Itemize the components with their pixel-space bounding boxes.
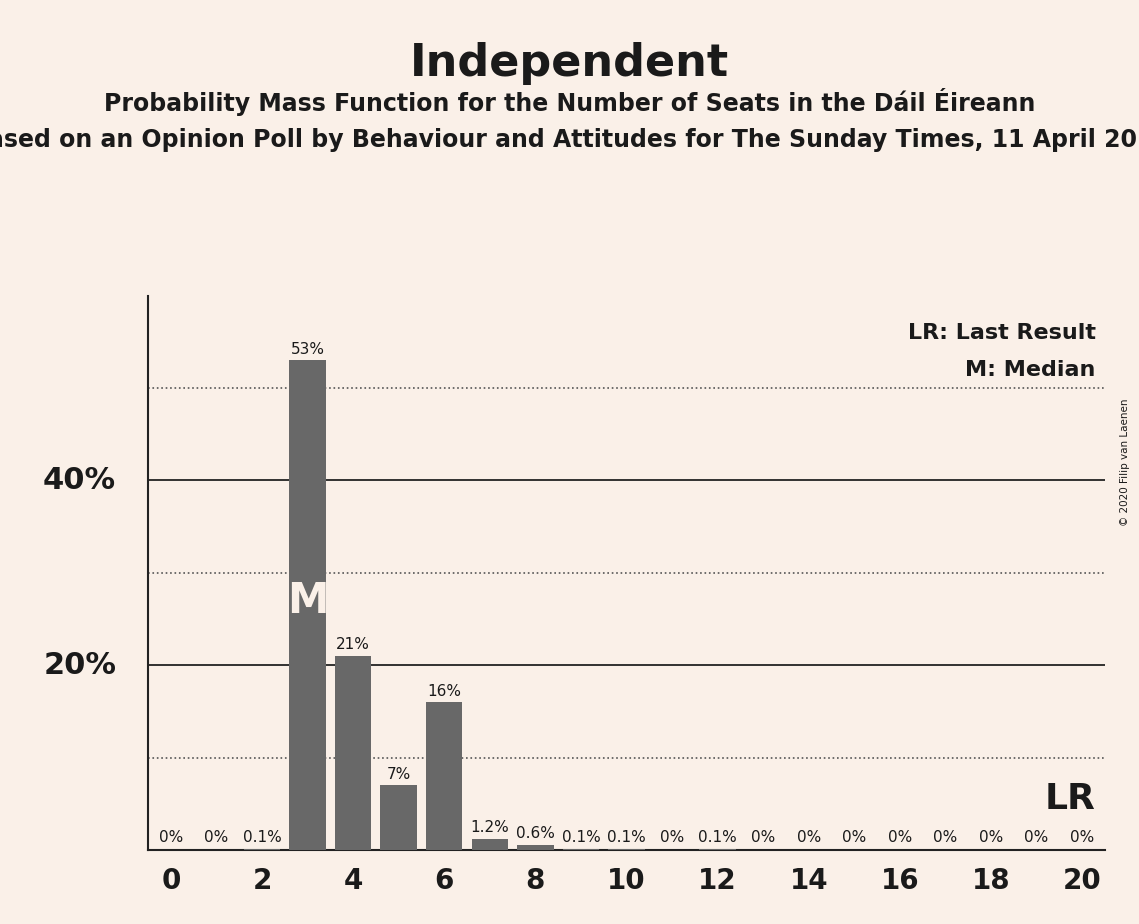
Text: 1.2%: 1.2%	[470, 821, 509, 835]
Text: M: Median: M: Median	[966, 360, 1096, 381]
Text: 0%: 0%	[1070, 831, 1095, 845]
Text: 0%: 0%	[842, 831, 867, 845]
Bar	[380, 785, 417, 850]
Text: 0%: 0%	[1024, 831, 1049, 845]
Text: LR: LR	[1044, 783, 1096, 816]
Bar	[426, 702, 462, 850]
Bar	[244, 849, 280, 850]
Bar	[608, 849, 645, 850]
Text: M: M	[287, 579, 328, 622]
Text: 0.1%: 0.1%	[562, 831, 600, 845]
Text: 0.1%: 0.1%	[607, 831, 646, 845]
Bar	[472, 839, 508, 850]
Text: 0%: 0%	[204, 831, 229, 845]
Bar	[699, 849, 736, 850]
Text: 0%: 0%	[158, 831, 183, 845]
Text: Probability Mass Function for the Number of Seats in the Dáil Éireann: Probability Mass Function for the Number…	[104, 88, 1035, 116]
Text: 53%: 53%	[290, 342, 325, 357]
Text: 0%: 0%	[933, 831, 958, 845]
Text: 20%: 20%	[43, 650, 116, 680]
Text: 21%: 21%	[336, 638, 370, 652]
Bar	[517, 845, 554, 850]
Text: 0%: 0%	[751, 831, 776, 845]
Text: 0%: 0%	[887, 831, 912, 845]
Text: Independent: Independent	[410, 42, 729, 85]
Text: LR: Last Result: LR: Last Result	[908, 323, 1096, 344]
Bar	[335, 656, 371, 850]
Text: 0.1%: 0.1%	[243, 831, 281, 845]
Text: 7%: 7%	[386, 767, 411, 782]
Text: 0%: 0%	[796, 831, 821, 845]
Text: 0.6%: 0.6%	[516, 826, 555, 841]
Bar	[563, 849, 599, 850]
Text: Based on an Opinion Poll by Behaviour and Attitudes for The Sunday Times, 11 Apr: Based on an Opinion Poll by Behaviour an…	[0, 128, 1139, 152]
Text: 40%: 40%	[43, 466, 116, 495]
Bar	[289, 360, 326, 850]
Text: 0%: 0%	[978, 831, 1003, 845]
Text: 0.1%: 0.1%	[698, 831, 737, 845]
Text: 16%: 16%	[427, 684, 461, 699]
Text: © 2020 Filip van Laenen: © 2020 Filip van Laenen	[1120, 398, 1130, 526]
Text: 0%: 0%	[659, 831, 685, 845]
